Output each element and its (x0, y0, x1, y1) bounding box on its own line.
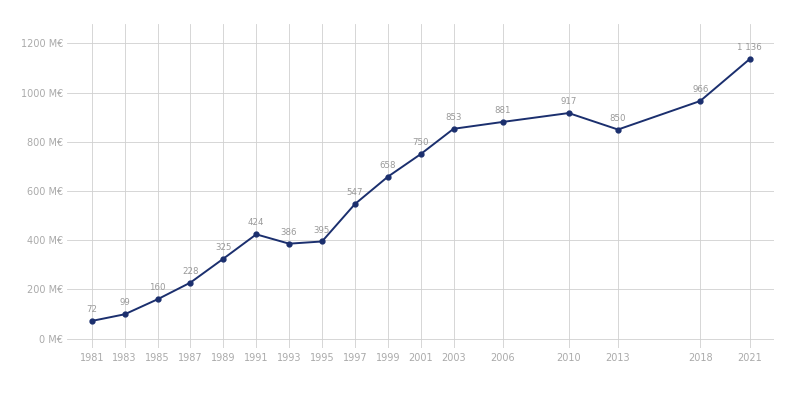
Text: 72: 72 (86, 305, 97, 314)
Text: 966: 966 (692, 85, 709, 94)
Text: 99: 99 (119, 298, 130, 307)
Text: 853: 853 (446, 113, 462, 122)
Text: 917: 917 (560, 97, 577, 106)
Text: 850: 850 (610, 114, 626, 123)
Text: 228: 228 (182, 267, 199, 276)
Text: 424: 424 (248, 218, 265, 227)
Text: 658: 658 (379, 161, 396, 170)
Text: 881: 881 (495, 106, 511, 115)
Text: 386: 386 (281, 228, 297, 237)
Text: 547: 547 (347, 188, 363, 197)
Text: 160: 160 (149, 283, 166, 292)
Text: 395: 395 (314, 226, 330, 234)
Text: 750: 750 (412, 138, 429, 147)
Text: 1 136: 1 136 (737, 43, 762, 52)
Text: 325: 325 (215, 243, 231, 252)
